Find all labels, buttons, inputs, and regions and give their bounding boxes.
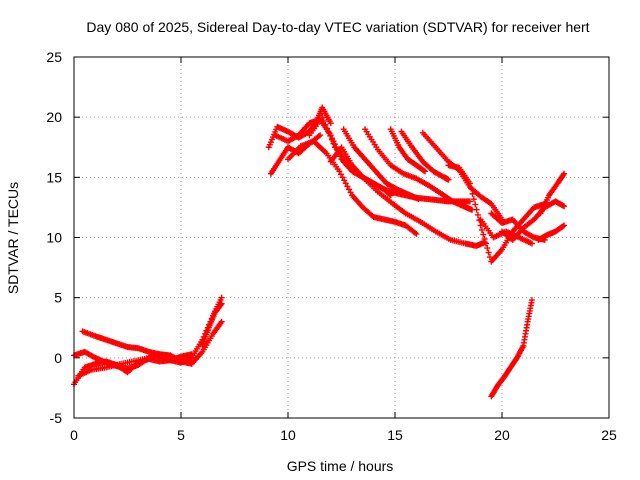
- data-point: [528, 297, 535, 304]
- y-tick-label: 10: [46, 230, 62, 246]
- data-point: [420, 167, 427, 174]
- data-point: [322, 121, 329, 128]
- data-point: [344, 183, 351, 190]
- data-point: [347, 189, 354, 196]
- series-arc-j: [306, 114, 488, 249]
- y-tick-label: 5: [54, 290, 62, 306]
- data-point: [469, 190, 476, 197]
- y-tick-label: 0: [54, 350, 62, 366]
- data-point: [386, 191, 393, 198]
- y-tick-labels: -5 0 5 10 15 20 25: [46, 49, 62, 426]
- data-point: [560, 171, 567, 178]
- data-point: [478, 226, 485, 233]
- data-point: [480, 231, 487, 238]
- y-tick-label: 20: [46, 109, 62, 125]
- data-point: [345, 186, 352, 193]
- series-arc-m: [362, 126, 476, 213]
- series-arc-u: [537, 170, 568, 217]
- data-point: [466, 180, 473, 187]
- data-point: [477, 222, 484, 229]
- series-arc-k: [327, 144, 394, 199]
- data-point: [561, 170, 568, 177]
- series-arc-e: [199, 300, 225, 349]
- data-point: [218, 294, 225, 301]
- series-arc-i: [285, 138, 420, 237]
- data-point: [319, 114, 326, 121]
- data-point: [559, 223, 566, 230]
- data-point: [413, 230, 420, 237]
- data-point: [415, 195, 422, 202]
- chart-title: Day 080 of 2025, Sidereal Day-to-day VTE…: [86, 19, 589, 35]
- x-tick-label: 0: [70, 427, 78, 443]
- x-tick-label: 5: [177, 427, 185, 443]
- data-point: [341, 177, 348, 184]
- data-point: [561, 203, 568, 210]
- series-arc-l: [340, 126, 422, 202]
- series-arc-t: [499, 198, 568, 243]
- data-point: [466, 198, 473, 205]
- data-point: [339, 174, 346, 181]
- x-tick-labels: 0 5 10 15 20 25: [70, 427, 617, 443]
- y-tick-label: -5: [50, 410, 63, 426]
- data-point: [328, 136, 335, 143]
- data-point: [320, 117, 327, 124]
- data-point: [337, 171, 344, 178]
- data-point: [317, 132, 324, 139]
- data-point: [481, 236, 488, 243]
- data-point: [336, 168, 343, 175]
- data-point: [468, 185, 475, 192]
- data-point: [482, 240, 489, 247]
- grid-lines: [74, 57, 609, 418]
- x-tick-label: 10: [280, 427, 296, 443]
- data-point: [486, 254, 493, 261]
- data-point: [528, 240, 535, 247]
- data-point: [561, 222, 568, 229]
- data-point: [327, 120, 334, 127]
- data-series: [71, 104, 568, 400]
- data-point: [324, 125, 331, 132]
- data-point: [485, 249, 492, 256]
- data-point: [387, 192, 394, 199]
- x-axis-label: GPS time / hours: [287, 458, 394, 474]
- series-arc-n: [387, 126, 428, 175]
- x-tick-label: 15: [387, 427, 403, 443]
- data-point: [473, 206, 480, 213]
- y-tick-label: 15: [46, 169, 62, 185]
- data-point: [472, 201, 479, 208]
- plot-frame: [73, 56, 610, 419]
- data-point: [474, 211, 481, 218]
- data-point: [325, 129, 332, 136]
- series-arc-h: [272, 116, 473, 205]
- y-axis-label: SDTVAR / TECUs: [5, 182, 21, 294]
- data-point: [342, 180, 349, 187]
- data-point: [327, 132, 334, 139]
- data-point: [470, 196, 477, 203]
- x-tick-label: 20: [494, 427, 510, 443]
- series-arc-w: [488, 297, 535, 400]
- data-point: [484, 245, 491, 252]
- data-point: [330, 140, 337, 147]
- y-tick-label: 25: [46, 49, 62, 65]
- series-arc-v: [535, 222, 568, 243]
- data-point: [218, 300, 225, 307]
- data-point: [217, 301, 224, 308]
- series-arc-o: [398, 128, 452, 183]
- data-point: [421, 168, 428, 175]
- series-arc-b: [79, 318, 225, 367]
- data-point: [445, 176, 452, 183]
- x-tick-label: 25: [601, 427, 617, 443]
- data-point: [218, 318, 225, 325]
